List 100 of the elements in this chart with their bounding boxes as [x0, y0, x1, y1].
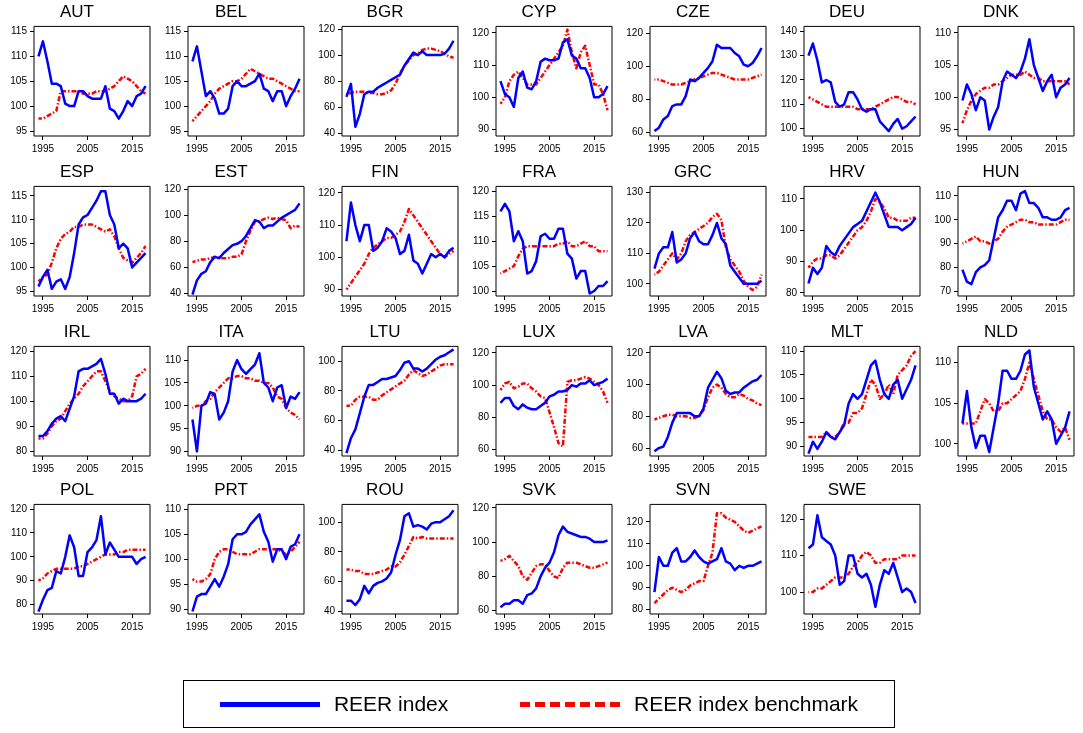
line-series: [345, 362, 455, 407]
y-tick-label: 100: [318, 251, 336, 263]
y-tick-label: 120: [626, 515, 644, 527]
line-series: [807, 197, 917, 270]
y-tick-label: 100: [164, 399, 182, 411]
x-tick-label: 1995: [801, 462, 825, 474]
y-tick-label: 60: [631, 441, 644, 453]
y-tick-label: 110: [781, 192, 798, 204]
x-tick-label: 1995: [339, 462, 363, 474]
y-tick-label: 80: [939, 261, 952, 273]
x-tick-label: 1995: [31, 302, 55, 314]
y-tick-label: 110: [11, 370, 28, 382]
y-tick-label: 60: [477, 443, 490, 455]
y-tick-label: 90: [169, 602, 182, 614]
x-tick-label: 2005: [1000, 462, 1024, 474]
y-tick-label: 100: [472, 378, 490, 390]
x-tick-label: 2005: [384, 462, 408, 474]
x-tick-label: 2005: [76, 302, 100, 314]
y-tick-label: 100: [164, 208, 182, 220]
line-series: [653, 212, 763, 292]
chart-title: POL: [59, 479, 95, 499]
line-series: [961, 218, 1071, 245]
y-tick-label: 100: [472, 284, 490, 296]
y-tick-label: 120: [164, 182, 182, 194]
y-tick-label: 120: [780, 73, 798, 85]
y-tick-label: 120: [626, 216, 644, 228]
y-tick-label: 80: [631, 603, 644, 615]
chart-title: LTU: [369, 321, 401, 341]
y-tick-label: 120: [472, 185, 490, 197]
x-tick-label: 2005: [1000, 302, 1024, 314]
x-tick-label: 2015: [429, 302, 452, 314]
x-tick-label: 1995: [31, 462, 55, 474]
legend-label: REER index: [333, 692, 449, 716]
line-series: [37, 548, 147, 582]
y-tick-label: 60: [631, 126, 644, 138]
x-tick-label: 2015: [891, 142, 914, 154]
y-tick-label: 100: [780, 223, 798, 235]
x-tick-label: 1995: [339, 142, 363, 154]
y-tick-label: 120: [626, 26, 644, 38]
y-tick-label: 40: [323, 604, 336, 616]
y-tick-label: 100: [626, 559, 644, 571]
chart-title: GRC: [674, 161, 712, 181]
x-tick-label: 2015: [121, 142, 144, 154]
y-tick-label: 90: [169, 445, 182, 457]
y-tick-label: 80: [477, 411, 490, 423]
line-series: [807, 95, 917, 111]
chart-title: FIN: [371, 161, 399, 181]
y-tick-label: 110: [473, 58, 490, 70]
x-tick-label: 2015: [275, 462, 298, 474]
line-series: [499, 28, 609, 112]
chart-title: MLT: [830, 321, 864, 341]
y-tick-label: 40: [323, 443, 336, 455]
line-series: [961, 70, 1071, 125]
y-tick-label: 120: [10, 345, 28, 357]
x-tick-label: 1995: [185, 620, 209, 632]
y-tick-label: 100: [780, 122, 798, 134]
y-tick-label: 95: [169, 422, 182, 434]
x-tick-label: 1995: [185, 462, 209, 474]
x-tick-label: 2005: [692, 302, 716, 314]
x-tick-label: 2015: [429, 620, 452, 632]
x-tick-label: 2005: [846, 142, 870, 154]
y-tick-label: 100: [780, 392, 798, 404]
line-series: [499, 375, 609, 448]
y-tick-label: 105: [472, 259, 490, 271]
x-tick-label: 1995: [31, 142, 55, 154]
x-tick-label: 1995: [647, 302, 671, 314]
x-tick-label: 2005: [76, 462, 100, 474]
line-series: [345, 535, 455, 576]
x-tick-label: 1995: [955, 142, 979, 154]
chart-title: HUN: [982, 161, 1020, 181]
y-tick-label: 95: [169, 577, 182, 589]
x-tick-label: 2005: [538, 142, 562, 154]
y-tick-label: 105: [780, 368, 798, 380]
x-tick-label: 2005: [692, 462, 716, 474]
x-tick-label: 1995: [339, 302, 363, 314]
chart-title: DNK: [983, 1, 1020, 21]
x-tick-label: 2005: [538, 462, 562, 474]
x-tick-label: 2015: [737, 302, 760, 314]
x-tick-label: 2015: [891, 620, 914, 632]
y-tick-label: 100: [318, 48, 336, 60]
chart-title: CYP: [521, 1, 557, 21]
x-tick-label: 1995: [647, 142, 671, 154]
y-tick-label: 100: [934, 91, 952, 103]
y-tick-label: 110: [165, 50, 182, 62]
y-tick-label: 110: [781, 344, 798, 356]
line-series: [37, 74, 147, 120]
y-tick-label: 110: [781, 98, 798, 110]
y-tick-label: 80: [323, 384, 336, 396]
line-series: [807, 349, 917, 439]
line-series: [807, 550, 917, 594]
x-tick-label: 2005: [76, 620, 100, 632]
y-tick-label: 105: [164, 528, 182, 540]
y-tick-label: 40: [323, 127, 336, 139]
y-tick-label: 100: [318, 515, 336, 527]
y-tick-label: 140: [780, 25, 798, 37]
x-tick-label: 2005: [846, 620, 870, 632]
y-tick-label: 90: [785, 440, 798, 452]
y-tick-label: 110: [935, 26, 952, 38]
chart-title: IRL: [63, 321, 91, 341]
line-series: [37, 223, 147, 283]
